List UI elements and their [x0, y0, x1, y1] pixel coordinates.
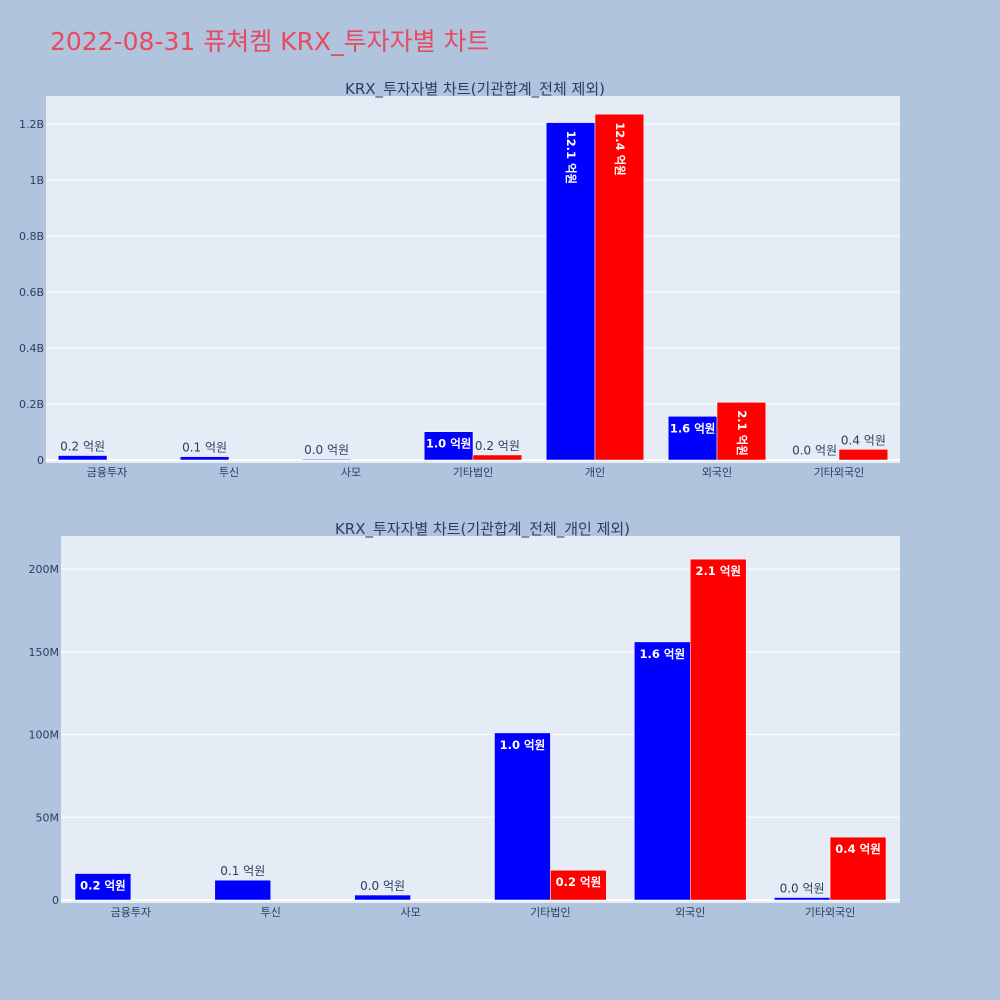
bar — [545, 122, 596, 461]
bar — [423, 431, 474, 461]
plot-area — [61, 536, 900, 903]
data-label: 0.4 억원 — [835, 842, 881, 856]
x-tick-label: 금융투자 — [111, 906, 151, 919]
y-tick-label: 50M — [36, 811, 60, 824]
y-tick-label: 1B — [29, 174, 44, 187]
bar — [594, 113, 645, 461]
data-label: 0.0 억원 — [792, 444, 837, 458]
chart-2: 0 50M 100M 150M 200M KRX_투자자별 차트(기관합계_전체_개인 제… — [29, 520, 900, 919]
y-tick-label: 150M — [29, 646, 60, 659]
bar — [667, 416, 718, 461]
data-label: 1.0 억원 — [500, 738, 546, 752]
bar — [179, 456, 230, 461]
plot-area — [46, 96, 900, 463]
y-tick-label: 100M — [29, 729, 60, 742]
bar — [214, 879, 271, 901]
bar — [773, 897, 831, 901]
bar — [690, 558, 747, 901]
data-label: 12.1 억원 — [564, 131, 578, 185]
x-tick-label: 투신 — [261, 906, 281, 919]
x-tick-label: 사모 — [341, 466, 361, 479]
data-label: 1.0 억원 — [426, 437, 472, 451]
bar — [74, 873, 132, 901]
chart-title: KRX_투자자별 차트(기관합계_전체 제외) — [345, 80, 605, 99]
data-label: 0.0 억원 — [304, 443, 349, 457]
x-tick-label: 기타외국인 — [805, 906, 856, 919]
x-tick-label: 기타법인 — [530, 906, 570, 919]
data-label: 0.2 억원 — [60, 440, 105, 454]
data-label: 1.6 억원 — [670, 421, 716, 435]
bar — [838, 449, 889, 461]
bar — [354, 894, 411, 901]
y-tick-label: 0.8B — [19, 230, 44, 243]
y-tick-label: 0 — [37, 454, 44, 467]
data-label: 0.1 억원 — [220, 864, 265, 878]
bar — [716, 402, 767, 461]
x-tick-label: 금융투자 — [87, 466, 127, 479]
x-tick-label: 사모 — [400, 906, 420, 919]
y-tick-label: 0.2B — [19, 398, 44, 411]
data-label: 0.0 억원 — [780, 882, 825, 896]
y-tick-label: 0.6B — [19, 286, 44, 299]
x-tick-label: 기타외국인 — [814, 466, 865, 479]
data-label: 2.1 억원 — [695, 564, 741, 578]
data-label: 12.4 억원 — [613, 122, 627, 176]
x-tick-label: 투신 — [219, 466, 239, 479]
x-tick-label: 기타법인 — [453, 466, 493, 479]
chart-title: KRX_투자자별 차트(기관합계_전체_개인 제외) — [335, 520, 630, 539]
chart-1: 0 0.2B 0.4B 0.6B 0.8B 1B 1.2B KRX_투자자별 차트(기관합계_… — [19, 80, 900, 479]
page-title: 2022-08-31 퓨쳐켐 KRX_투자자별 차트 — [50, 27, 490, 56]
bar — [301, 458, 352, 461]
data-label: 0.4 억원 — [841, 433, 886, 447]
data-label: 0.2 억원 — [475, 439, 520, 453]
data-label: 0.2 억원 — [556, 875, 602, 889]
bar — [57, 455, 108, 461]
bar — [494, 732, 551, 901]
bar — [550, 869, 607, 901]
x-tick-label: 외국인 — [675, 906, 705, 919]
y-tick-label: 0 — [52, 894, 59, 907]
y-tick-label: 0.4B — [19, 342, 44, 355]
bar — [634, 641, 691, 901]
data-label: 0.0 억원 — [360, 879, 405, 893]
bar — [472, 454, 523, 461]
bar — [829, 836, 887, 901]
x-tick-label: 개인 — [585, 466, 605, 479]
data-label: 0.2 억원 — [80, 879, 126, 893]
data-label: 1.6 억원 — [640, 647, 686, 661]
x-tick-label: 외국인 — [702, 466, 732, 479]
data-label: 0.1 억원 — [182, 441, 227, 455]
data-label: 2.1 억원 — [735, 410, 749, 456]
y-tick-label: 200M — [29, 563, 60, 576]
y-tick-label: 1.2B — [19, 118, 44, 131]
